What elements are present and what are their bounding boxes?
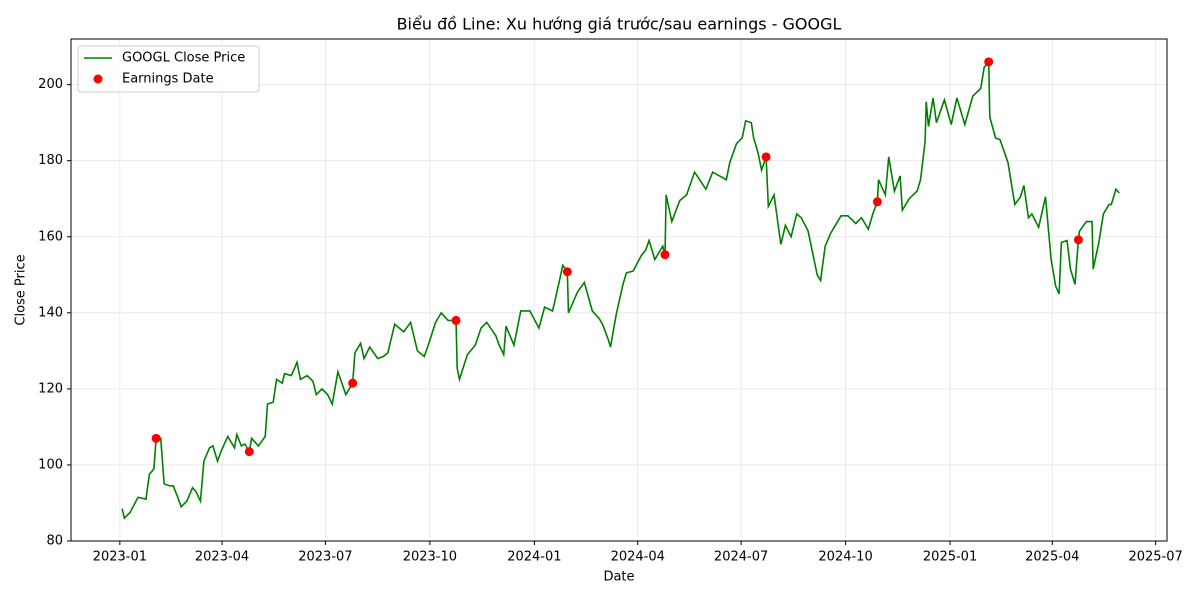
x-tick-label: 2023-04 <box>195 550 249 565</box>
x-tick-label: 2024-04 <box>611 550 665 565</box>
x-tick-label: 2025-04 <box>1025 550 1079 565</box>
earnings-point <box>761 152 771 162</box>
earnings-point <box>348 378 358 388</box>
price-line <box>121 59 1120 520</box>
earnings-point <box>660 250 670 260</box>
earnings-point <box>451 315 461 325</box>
x-axis-label: Date <box>603 570 634 585</box>
chart-title: Biểu đồ Line: Xu hướng giá trước/sau ear… <box>397 15 842 34</box>
x-tick-label: 2023-10 <box>403 550 457 565</box>
y-tick-label: 180 <box>38 153 63 168</box>
y-axis-label: Close Price <box>14 254 29 325</box>
legend-box <box>77 45 260 93</box>
earnings-point <box>1073 235 1083 245</box>
y-tick-label: 160 <box>38 229 63 244</box>
y-tick-label: 140 <box>38 305 63 320</box>
x-tick-label: 2024-01 <box>507 550 561 565</box>
y-tick-label: 80 <box>46 534 63 549</box>
legend: GOOGL Close Price Earnings Date <box>77 45 260 93</box>
x-tick-label: 2023-07 <box>298 550 352 565</box>
earnings-point <box>872 197 882 207</box>
y-tick-label: 200 <box>38 77 63 92</box>
earnings-point <box>984 57 994 67</box>
x-tick-label: 2024-07 <box>714 550 768 565</box>
x-tick-label: 2025-01 <box>923 550 977 565</box>
x-tick-label: 2024-10 <box>818 550 872 565</box>
legend-marker <box>93 74 103 84</box>
x-tick-label: 2023-01 <box>93 550 147 565</box>
legend-label: Earnings Date <box>122 72 214 87</box>
plot-frame <box>70 38 1168 542</box>
earnings-point <box>562 267 572 277</box>
y-tick-label: 120 <box>38 381 63 396</box>
legend-label: GOOGL Close Price <box>122 51 245 66</box>
x-tick-label: 2025-07 <box>1128 550 1182 565</box>
earnings-point <box>244 447 254 457</box>
earnings-point <box>151 433 161 443</box>
y-tick-label: 100 <box>38 457 63 472</box>
